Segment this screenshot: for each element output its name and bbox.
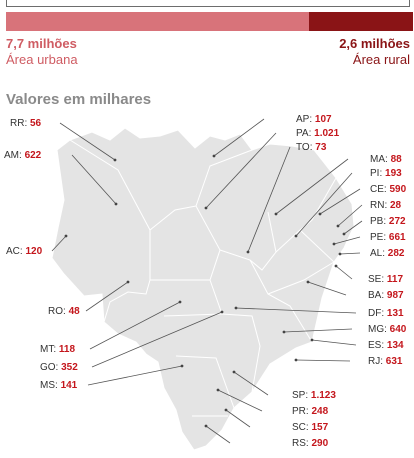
leader-line-am bbox=[71, 154, 117, 205]
state-marker-rn bbox=[336, 224, 340, 228]
state-label-se: SE: 117 bbox=[368, 274, 403, 285]
state-label-rs: RS: 290 bbox=[292, 438, 329, 449]
state-marker-am bbox=[114, 202, 118, 206]
leader-line-pe bbox=[333, 236, 361, 245]
state-label-ap: AP: 107 bbox=[296, 114, 332, 125]
rural-bar bbox=[309, 12, 413, 31]
state-marker-es bbox=[310, 338, 314, 342]
leader-line-pi bbox=[295, 172, 353, 237]
state-marker-pe bbox=[332, 242, 336, 246]
leader-line-ma bbox=[275, 158, 349, 215]
state-marker-pi bbox=[294, 234, 298, 238]
leader-line-mt bbox=[89, 301, 181, 350]
state-label-ac: AC: 120 bbox=[6, 246, 43, 257]
leader-line-rs bbox=[205, 425, 231, 444]
state-label-rj: RJ: 631 bbox=[368, 356, 403, 367]
total-bracket bbox=[6, 0, 410, 7]
state-marker-rs bbox=[204, 424, 208, 428]
state-marker-mt bbox=[178, 300, 182, 304]
leader-line-rj bbox=[295, 359, 351, 362]
state-marker-sp bbox=[232, 370, 236, 374]
state-label-mg: MG: 640 bbox=[368, 324, 407, 335]
state-label-sc: SC: 157 bbox=[292, 422, 329, 433]
state-label-ma: MA: 88 bbox=[370, 154, 402, 165]
state-marker-ac bbox=[64, 234, 68, 238]
state-marker-to bbox=[246, 250, 250, 254]
brazil-map: RR: 56 AM: 622 AC: 120 RO: 48 MT: 118 GO: 352… bbox=[4, 114, 407, 451]
state-marker-mg bbox=[282, 330, 286, 334]
leader-line-go bbox=[91, 311, 223, 368]
state-marker-sc bbox=[224, 408, 228, 412]
state-label-ba: BA: 987 bbox=[368, 290, 404, 301]
state-label-rr: RR: 56 bbox=[10, 118, 42, 129]
state-label-ro: RO: 48 bbox=[48, 306, 80, 317]
leader-line-ac bbox=[51, 235, 67, 252]
state-marker-go bbox=[220, 310, 224, 314]
state-marker-df bbox=[234, 306, 238, 310]
state-marker-ro bbox=[126, 280, 130, 284]
leader-line-ce bbox=[319, 188, 361, 215]
section-title: Valores em milhares bbox=[6, 91, 152, 108]
state-marker-ap bbox=[212, 154, 216, 158]
state-marker-ms bbox=[180, 364, 184, 368]
state-marker-ma bbox=[274, 212, 278, 216]
leader-line-to bbox=[247, 146, 291, 253]
leader-line-rr bbox=[59, 122, 116, 161]
state-label-sp: SP: 1.123 bbox=[292, 390, 336, 401]
urban-value: 7,7 milhões bbox=[6, 36, 77, 51]
leader-line-ms bbox=[87, 365, 183, 386]
state-label-pe: PE: 661 bbox=[370, 232, 406, 243]
leader-line-al bbox=[339, 252, 361, 255]
state-label-pr: PR: 248 bbox=[292, 406, 329, 417]
leader-line-df bbox=[235, 307, 357, 314]
state-label-rn: RN: 28 bbox=[370, 200, 402, 211]
state-marker-pr bbox=[216, 388, 220, 392]
state-label-to: TO: 73 bbox=[296, 142, 327, 153]
state-marker-pb bbox=[342, 232, 346, 236]
leader-line-sp bbox=[233, 371, 269, 396]
urban-bar bbox=[6, 12, 309, 31]
urban-label: Área urbana bbox=[6, 52, 78, 67]
state-marker-pa bbox=[204, 206, 208, 210]
leader-line-es bbox=[311, 339, 357, 346]
leader-line-pr bbox=[217, 389, 263, 412]
leader-line-mg bbox=[283, 328, 353, 333]
state-label-pb: PB: 272 bbox=[370, 216, 406, 227]
state-label-df: DF: 131 bbox=[368, 308, 404, 319]
state-marker-al bbox=[338, 252, 342, 256]
state-label-ms: MS: 141 bbox=[40, 380, 78, 391]
state-borders bbox=[69, 139, 337, 417]
leader-line-ro bbox=[85, 281, 129, 312]
leader-line-sc bbox=[225, 409, 251, 428]
state-label-go: GO: 352 bbox=[40, 362, 78, 373]
leader-line-pa bbox=[205, 132, 277, 209]
leader-line-ap bbox=[213, 118, 265, 157]
leader-line-se bbox=[335, 265, 353, 280]
rural-label: Área rural bbox=[352, 52, 410, 67]
state-label-pa: PA: 1.021 bbox=[296, 128, 340, 139]
rural-value: 2,6 milhões bbox=[339, 36, 410, 51]
state-label-am: AM: 622 bbox=[4, 150, 42, 161]
state-label-pi: PI: 193 bbox=[370, 168, 402, 179]
state-marker-ba bbox=[306, 280, 310, 284]
state-marker-rr bbox=[113, 158, 117, 162]
state-marker-ce bbox=[318, 212, 322, 216]
state-marker-rj bbox=[294, 358, 298, 362]
state-label-mt: MT: 118 bbox=[40, 344, 75, 355]
state-label-es: ES: 134 bbox=[368, 340, 404, 351]
state-labels: RR: 56 AM: 622 AC: 120 RO: 48 MT: 118 GO: 352… bbox=[4, 114, 407, 449]
leader-line-pb bbox=[343, 220, 363, 235]
leader-line-ba bbox=[307, 281, 347, 296]
state-marker-se bbox=[334, 264, 338, 268]
state-label-ce: CE: 590 bbox=[370, 184, 407, 195]
leader-line-rn bbox=[337, 204, 363, 227]
brazil-outline bbox=[51, 127, 355, 451]
state-label-al: AL: 282 bbox=[370, 248, 405, 259]
